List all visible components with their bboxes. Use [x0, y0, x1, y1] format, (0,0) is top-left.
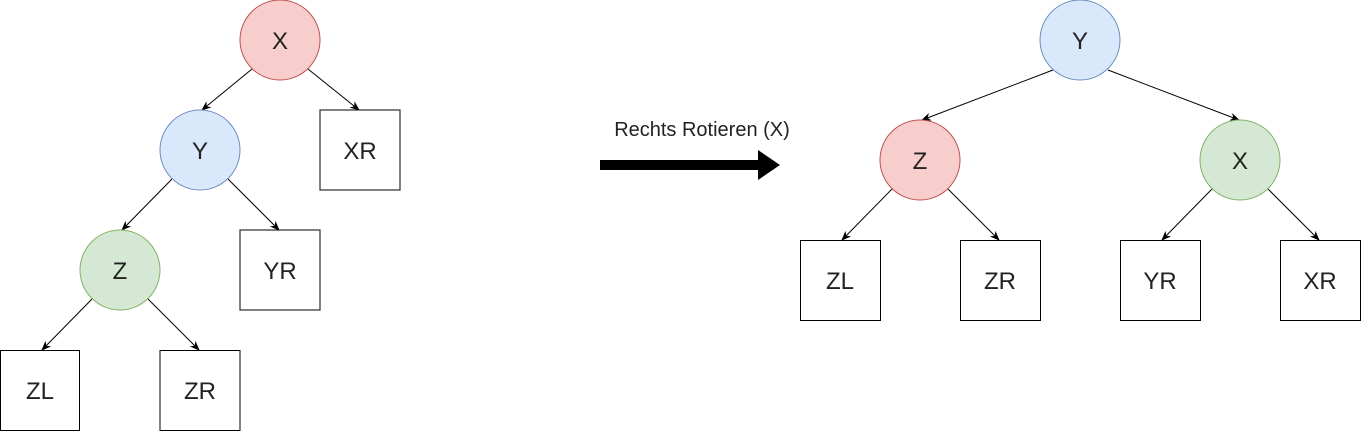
edge-z-zr	[147, 298, 200, 351]
before-node-y-outline	[159, 109, 241, 191]
before-box-xr-label: XR	[343, 138, 376, 165]
before-node-y-circle	[160, 110, 240, 190]
edge-after-z-zl	[841, 188, 893, 241]
after-box-yr: YR	[1120, 240, 1201, 321]
after-node-z-label: Z	[913, 148, 928, 175]
after-node-y: Y	[1039, 0, 1121, 81]
edge-x-xr	[307, 68, 360, 111]
after-node-x-label: X	[1232, 148, 1248, 175]
rotation-caption: Rechts Rotieren (X)	[614, 119, 790, 141]
edge-after-x-yr	[1161, 188, 1213, 241]
before-box-zl-rect	[0, 350, 80, 431]
after-node-x-outline	[1199, 119, 1281, 201]
after-box-zr-label: ZR	[984, 268, 1016, 295]
before-node-x-outline	[239, 0, 321, 81]
before-box-zl: ZL	[0, 350, 80, 431]
after-tree: Y Z X ZL ZR YR	[800, 0, 1361, 321]
edge-x-y	[201, 68, 253, 111]
right-arrow-shaft	[600, 160, 762, 170]
edge-y-yr	[227, 178, 280, 231]
after-node-x-circle	[1200, 120, 1280, 200]
before-node-z-circle	[80, 230, 160, 310]
before-node-x-label: X	[272, 28, 288, 55]
edge-y-z	[121, 178, 173, 231]
after-node-z-outline	[879, 119, 961, 201]
after-box-zr-rect	[960, 240, 1041, 321]
after-node-y-label: Y	[1072, 28, 1088, 55]
after-box-xr-rect	[1280, 240, 1361, 321]
after-box-yr-rect	[1120, 240, 1201, 321]
before-node-y-label: Y	[192, 138, 208, 165]
before-box-xr: XR	[319, 109, 401, 191]
after-box-zl-label: ZL	[826, 268, 854, 295]
before-box-zr: ZR	[159, 350, 241, 431]
before-node-z-label: Z	[113, 258, 128, 285]
after-node-y-outline	[1039, 0, 1121, 81]
after-box-zl-rect	[800, 240, 881, 321]
after-node-z-circle	[880, 120, 960, 200]
right-arrow-head	[758, 150, 780, 180]
before-box-yr-label: YR	[263, 258, 296, 285]
after-box-yr-label: YR	[1143, 268, 1176, 295]
right-arrow-icon	[600, 150, 780, 180]
before-box-zr-rect	[159, 350, 241, 431]
edge-after-y-x	[1107, 69, 1240, 121]
edge-z-zl	[41, 298, 93, 351]
edge-after-z-zr	[947, 188, 1000, 241]
after-box-xr-label: XR	[1303, 268, 1336, 295]
edge-after-x-xr	[1267, 188, 1320, 241]
before-node-z-outline	[79, 229, 161, 311]
before-box-zr-label: ZR	[184, 378, 216, 405]
after-node-z: Z	[879, 119, 961, 201]
edge-after-y-z	[921, 69, 1054, 121]
before-box-yr: YR	[239, 229, 321, 311]
before-node-x: X	[239, 0, 321, 81]
after-node-x: X	[1199, 119, 1281, 201]
before-tree: X XR Y YR Z ZL	[0, 0, 401, 431]
before-box-xr-rect	[319, 109, 401, 191]
after-node-y-circle	[1040, 0, 1120, 80]
rotation-transition: Rechts Rotieren (X)	[600, 119, 790, 180]
before-box-yr-rect	[239, 229, 321, 311]
after-box-zr: ZR	[960, 240, 1041, 321]
before-node-x-circle	[240, 0, 320, 80]
before-box-zl-label: ZL	[26, 378, 54, 405]
after-box-xr: XR	[1280, 240, 1361, 321]
after-box-zl: ZL	[800, 240, 881, 321]
before-node-z: Z	[79, 229, 161, 311]
before-node-y: Y	[159, 109, 241, 191]
